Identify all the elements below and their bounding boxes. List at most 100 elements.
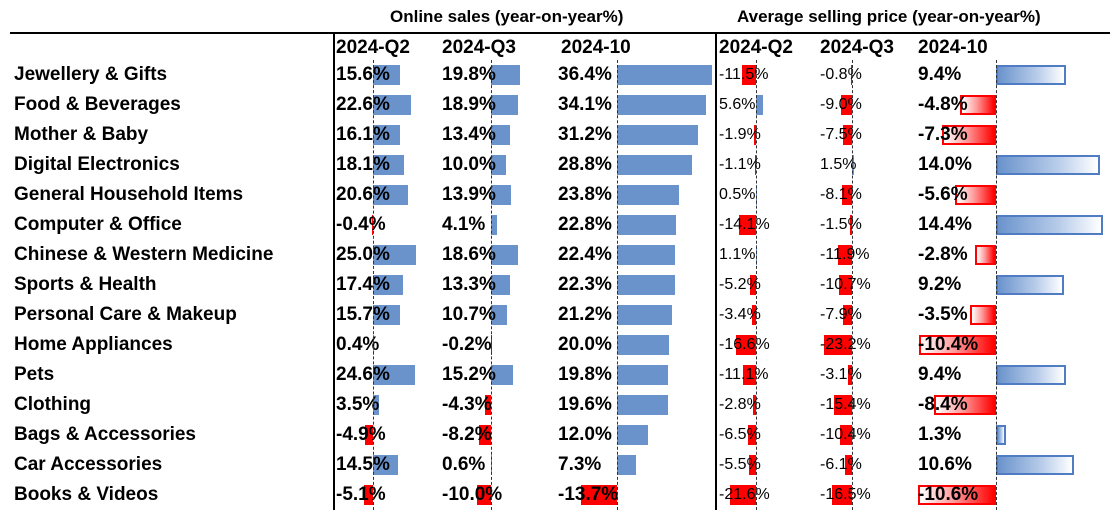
data-bar [933, 395, 996, 415]
data-label: -10.0% [442, 484, 503, 505]
data-bar [917, 485, 996, 505]
data-label: 0.5% [719, 186, 756, 203]
data-bar [753, 125, 756, 145]
data-label: -15.4% [820, 396, 871, 413]
data-label: -7.5% [820, 126, 862, 143]
data-bar [617, 95, 706, 115]
data-bar [850, 215, 852, 235]
data-label: -7.9% [820, 306, 862, 323]
data-bar [752, 395, 756, 415]
data-label: 9.4% [918, 64, 962, 85]
data-bar [754, 155, 756, 175]
data-bar [372, 215, 374, 235]
column-header: 2024-Q3 [442, 37, 516, 58]
data-label: 22.4% [558, 244, 612, 265]
data-bar [364, 485, 373, 505]
column-header: 2024-Q2 [336, 37, 410, 58]
data-label: 22.3% [558, 274, 612, 295]
data-bar [730, 485, 756, 505]
data-label: 18.9% [442, 94, 496, 115]
data-bar [581, 485, 617, 505]
data-bar [844, 455, 852, 475]
data-bar [751, 305, 756, 325]
data-bar [841, 95, 852, 115]
data-bar [996, 365, 1066, 385]
data-bar [975, 245, 996, 265]
data-label: 25.0% [336, 244, 390, 265]
data-bar [970, 305, 996, 325]
data-bar [491, 155, 506, 175]
category-label: General Household Items [14, 184, 244, 205]
data-bar [954, 185, 996, 205]
data-bar [373, 185, 409, 205]
data-label: -0.8% [820, 66, 862, 83]
data-label: -9.0% [820, 96, 862, 113]
column-header: 2024-Q3 [820, 37, 894, 58]
data-label: 19.8% [558, 364, 612, 385]
column-header: 2024-Q2 [719, 37, 793, 58]
data-bar [491, 95, 519, 115]
data-bar [843, 125, 852, 145]
data-label: 10.7% [442, 304, 496, 325]
data-bar [373, 395, 379, 415]
data-label: -16.5% [820, 486, 871, 503]
data-bar [996, 215, 1103, 235]
data-bar [756, 95, 763, 115]
category-label: Bags & Accessories [14, 424, 197, 445]
zero-axis [373, 60, 374, 510]
data-label: -8.2% [442, 424, 492, 445]
data-label: -4.8% [918, 94, 968, 115]
data-bar [739, 215, 756, 235]
data-label: -11.1% [719, 366, 769, 383]
zero-axis [852, 60, 853, 510]
data-bar [748, 425, 756, 445]
data-label: -7.3% [918, 124, 968, 145]
data-bar [617, 185, 679, 205]
data-label: -6.1% [820, 456, 862, 473]
data-label: 3.5% [336, 394, 380, 415]
data-label: 22.8% [558, 214, 612, 235]
data-label: -0.4% [336, 214, 386, 235]
data-label: 18.6% [442, 244, 496, 265]
header-rule [10, 32, 1110, 34]
data-bar [617, 305, 673, 325]
data-label: 20.0% [558, 334, 612, 355]
category-label: Pets [14, 364, 55, 385]
data-label: 22.6% [336, 94, 390, 115]
data-label: -4.9% [336, 424, 386, 445]
data-label: 14.0% [918, 154, 972, 175]
data-label: 17.4% [336, 274, 390, 295]
data-label: 1.3% [918, 424, 962, 445]
data-bar [491, 365, 514, 385]
data-label: 19.8% [442, 64, 496, 85]
data-label: 21.2% [558, 304, 612, 325]
data-bar [617, 125, 699, 145]
data-label: 9.4% [918, 364, 962, 385]
data-bar [839, 425, 852, 445]
data-label: 10.0% [442, 154, 496, 175]
data-bar [373, 65, 400, 85]
data-label: 10.6% [918, 454, 972, 475]
data-bar [996, 65, 1066, 85]
data-label: -10.6% [918, 484, 979, 505]
data-label: -4.3% [442, 394, 492, 415]
data-label: 1.5% [820, 156, 857, 173]
category-label: Sports & Health [14, 274, 157, 295]
data-label: 13.9% [442, 184, 496, 205]
data-bar [832, 485, 852, 505]
data-label: 9.2% [918, 274, 962, 295]
column-divider [333, 32, 335, 510]
data-bar [491, 245, 518, 265]
column-header: 2024-10 [561, 37, 631, 58]
data-bar [996, 155, 1100, 175]
data-bar [833, 395, 852, 415]
data-label: -5.1% [336, 484, 386, 505]
data-label: -11.9% [820, 246, 870, 263]
data-bar [617, 455, 636, 475]
zero-axis [617, 60, 618, 510]
column-header: 2024-10 [918, 37, 988, 58]
data-label: -3.4% [719, 306, 761, 323]
data-bar [749, 275, 756, 295]
zero-axis [996, 60, 997, 510]
